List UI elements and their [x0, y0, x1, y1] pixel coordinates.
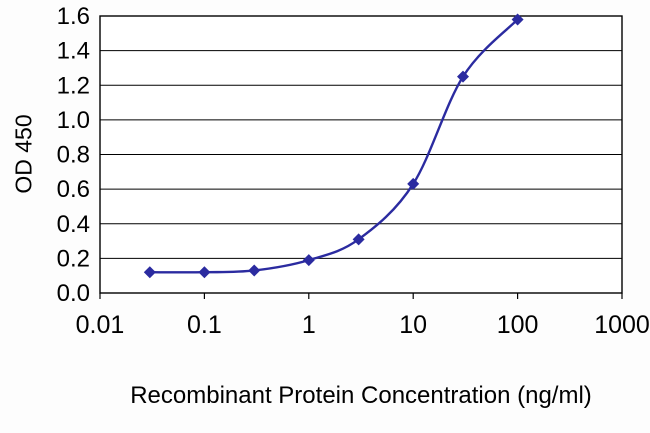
y-tick-label: 0.2	[57, 245, 90, 272]
plot-border	[99, 15, 623, 294]
data-point-marker	[457, 70, 470, 83]
y-tick-label: 0.8	[57, 142, 90, 169]
y-axis-title: OD 450	[10, 114, 37, 194]
data-point-marker	[352, 233, 365, 246]
y-tick-label: 0.4	[57, 211, 90, 238]
x-tick-label: 0.1	[187, 311, 222, 339]
y-tick-label: 1.0	[57, 107, 90, 134]
y-tick-label: 1.2	[57, 72, 90, 99]
x-axis-title: Recombinant Protein Concentration (ng/ml…	[130, 382, 592, 409]
x-tick-label: 10	[399, 311, 427, 339]
y-tick-label: 0.6	[57, 176, 90, 203]
y-tick-label: 1.6	[57, 3, 90, 30]
data-point-marker	[302, 254, 315, 267]
data-point-marker	[143, 266, 156, 279]
y-tick-label: 1.4	[57, 38, 90, 65]
series-line	[149, 18, 519, 274]
x-tick-label: 0.01	[76, 311, 125, 339]
x-tick-label: 1000	[594, 311, 650, 339]
y-tick-label: 0.0	[57, 280, 90, 307]
x-tick-label: 100	[497, 311, 539, 339]
data-point-marker	[511, 13, 524, 26]
data-point-marker	[198, 266, 211, 279]
data-point-marker	[248, 264, 261, 277]
data-point-marker	[407, 177, 420, 190]
x-tick-label: 1	[302, 311, 316, 339]
